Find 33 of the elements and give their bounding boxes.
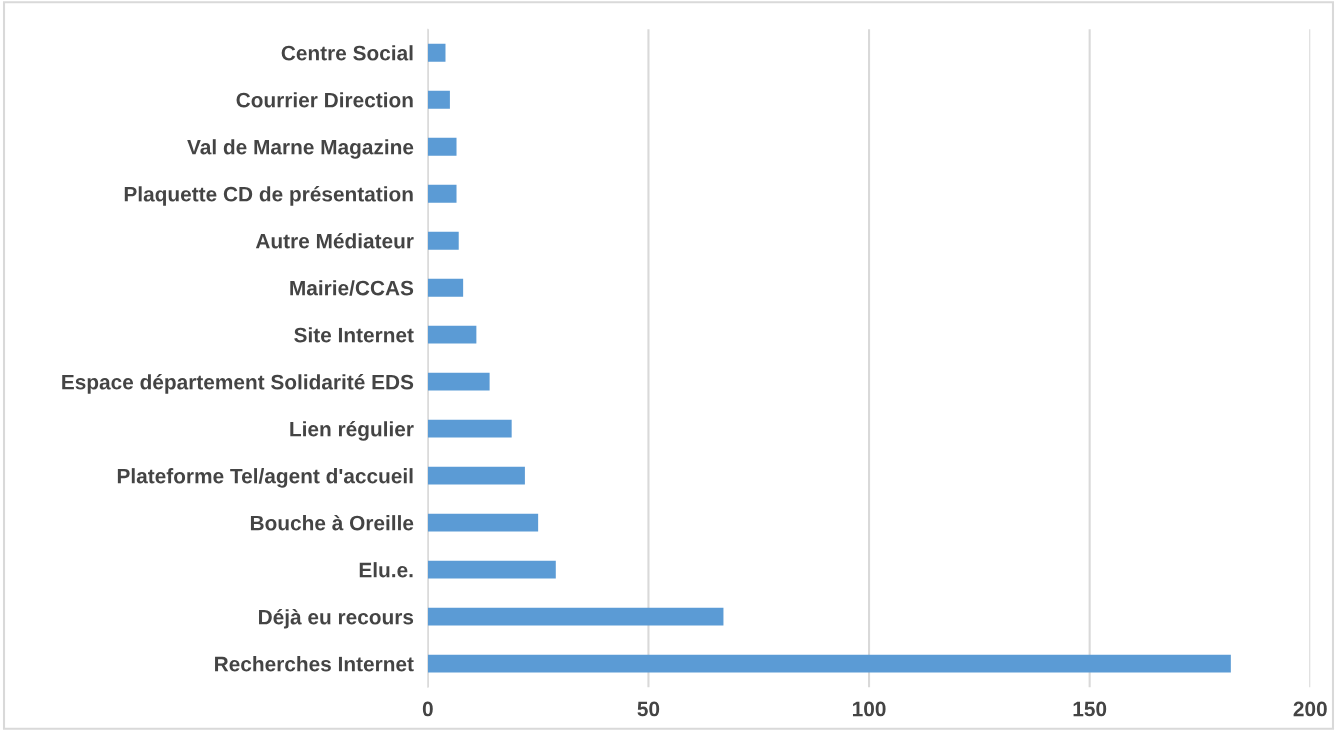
bar [427,231,459,250]
y-tick-label: Site Internet [294,327,414,343]
bar [427,419,512,438]
x-tick-label: 100 [852,701,886,717]
bar [427,90,450,109]
bar [427,278,464,297]
x-tick-label: 200 [1293,701,1327,717]
y-tick-label: Val de Marne Magazine [187,139,414,159]
x-tick-label: 50 [637,701,660,717]
bar [427,607,724,626]
bar [427,372,490,391]
bar [427,466,525,485]
y-tick-label: Bouche à Oreille [250,514,414,531]
bar [427,43,446,62]
x-tick-label: 0 [422,701,433,717]
x-tick-label: 150 [1073,701,1107,717]
y-tick-label: Recherches Internet [215,656,414,672]
bar [427,325,477,344]
y-tick-label: Mairie/CCAS [290,280,414,296]
y-tick-label: Elu.e. [359,562,413,578]
bar [427,184,457,203]
y-tick-label: Centre Social [281,45,413,61]
y-tick-label: Courrier Direction [236,92,413,108]
bar [427,137,457,156]
bar [427,560,556,579]
bar [427,654,1231,673]
y-tick-label: Plaquette CD de présentation [124,186,413,206]
y-tick-label: Plateforme Tel/agent d'accueil [117,468,413,488]
y-tick-label: Lien régulier [290,421,414,441]
y-tick-label: Déjà eu recours [259,609,414,629]
bar [427,513,539,532]
y-tick-label: Espace département Solidarité EDS [62,374,414,394]
y-tick-label: Autre Médiateur [255,232,414,249]
